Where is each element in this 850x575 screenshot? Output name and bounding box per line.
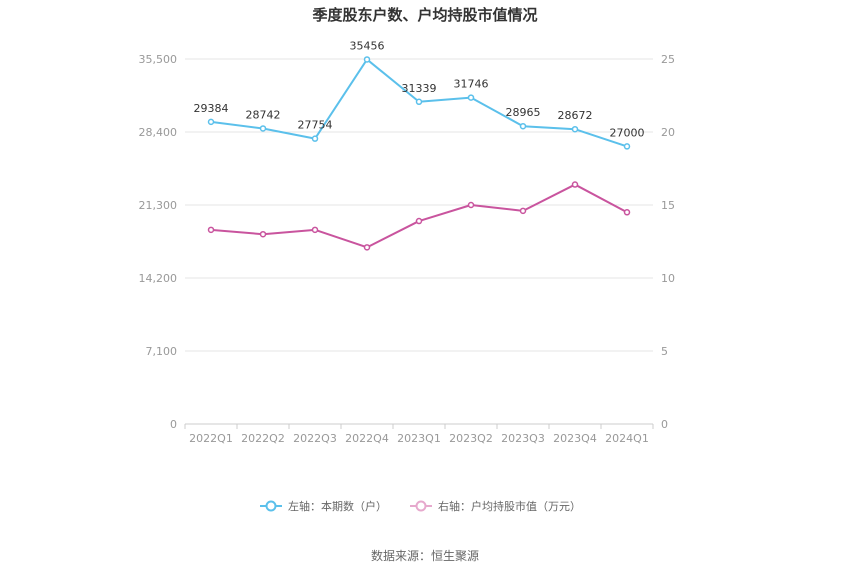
legend-label: 左轴：本期数（户）: [288, 499, 387, 513]
data-point: [207, 118, 215, 126]
right-axis-tick-label: 20: [661, 126, 675, 139]
x-axis-tick-label: 2022Q1: [189, 432, 233, 445]
data-label: 35456: [350, 39, 385, 52]
data-label: 28742: [246, 108, 281, 121]
right-axis-tick-label: 15: [661, 199, 675, 212]
left-axis-tick-label: 7,100: [146, 345, 178, 358]
x-axis-tick-label: 2023Q2: [449, 432, 493, 445]
data-label: 28672: [558, 109, 593, 122]
data-point: [311, 135, 319, 142]
data-point: [363, 244, 371, 251]
data-point: [623, 143, 631, 150]
data-point: [519, 207, 527, 215]
data-label: 27754: [298, 119, 333, 132]
data-point: [259, 230, 267, 238]
data-label: 31339: [402, 82, 437, 95]
legend-item-avg-value[interactable]: 右轴：户均持股市值（万元）: [410, 499, 581, 513]
x-axis-tick-label: 2022Q3: [293, 432, 337, 445]
series-line-avg-value: [210, 183, 628, 249]
left-axis-tick-label: 28,400: [139, 126, 178, 139]
label-layer: 29384 28742 27754 35456 31339 31746 28965 28672…: [194, 39, 645, 139]
data-point: [571, 181, 579, 188]
left-axis-tick-label: 14,200: [139, 272, 178, 285]
data-point: [311, 226, 319, 234]
right-axis-tick-label: 5: [661, 345, 668, 358]
series-layer: [207, 56, 631, 251]
left-axis-tick-label: 21,300: [139, 199, 178, 212]
x-axis-tick-label: 2024Q1: [605, 432, 649, 445]
x-axis-tick-label: 2022Q2: [241, 432, 285, 445]
data-point: [519, 122, 527, 130]
chart-title: 季度股东户数、户均持股市值情况: [312, 6, 537, 24]
legend-marker: [265, 500, 277, 512]
left-axis-tick-label: 35,500: [139, 53, 178, 66]
data-point: [467, 94, 475, 101]
data-label: 29384: [194, 102, 229, 115]
data-point: [363, 56, 371, 63]
source-note: 数据来源：恒生聚源: [371, 548, 479, 563]
legend-label: 右轴：户均持股市值（万元）: [438, 499, 581, 513]
data-label: 28965: [506, 106, 541, 119]
data-point: [623, 209, 631, 216]
data-point: [571, 125, 579, 133]
legend-marker: [415, 500, 427, 512]
x-axis-tick-label: 2023Q1: [397, 432, 441, 445]
right-axis-tick-label: 10: [661, 272, 675, 285]
legend-item-holders[interactable]: 左轴：本期数（户）: [260, 499, 387, 513]
right-axis-tick-label: 0: [661, 418, 668, 431]
data-label: 31746: [454, 78, 489, 91]
right-axis-tick-label: 25: [661, 53, 675, 66]
data-point: [207, 226, 215, 234]
data-point: [415, 217, 423, 225]
data-point: [259, 125, 267, 132]
x-axis-tick-label: 2022Q4: [345, 432, 389, 445]
legend[interactable]: 左轴：本期数（户） 右轴：户均持股市值（万元）: [260, 499, 581, 513]
data-point: [415, 98, 423, 106]
x-axis-tick-label: 2023Q3: [501, 432, 545, 445]
x-axis-tick-label: 2023Q4: [553, 432, 597, 445]
left-axis-tick-label: 0: [170, 418, 177, 431]
data-point: [467, 201, 475, 209]
data-label: 27000: [610, 126, 645, 139]
axis-layer: 0 7,100 14,200 21,300 28,400 35,500 0 5 10 15 20 25…: [139, 53, 676, 445]
